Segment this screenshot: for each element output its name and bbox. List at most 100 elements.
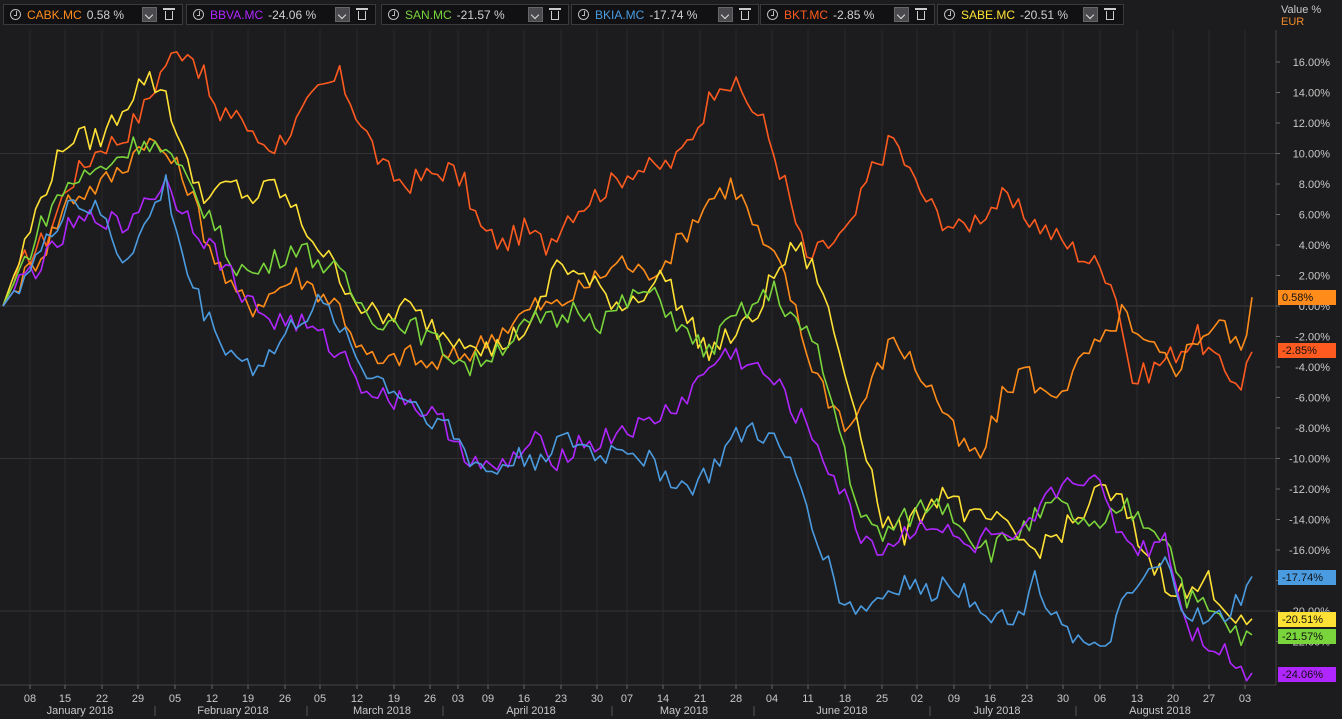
chevron-down-icon[interactable]	[718, 7, 733, 22]
y-tick-label: 6.00%	[1299, 210, 1330, 222]
x-tick-label: 18	[839, 693, 851, 705]
y-tick-label: 8.00%	[1299, 179, 1330, 191]
last-value-label: -20.51%	[1282, 614, 1323, 626]
trash-icon[interactable]	[915, 7, 928, 22]
x-tick-label: 22	[96, 693, 108, 705]
y-tick-label: -10.00%	[1289, 454, 1330, 466]
x-tick-label: 21	[694, 693, 706, 705]
clock-icon	[388, 9, 399, 20]
chevron-down-icon[interactable]	[142, 7, 157, 22]
y-tick-label: -14.00%	[1289, 515, 1330, 527]
clock-icon	[767, 9, 778, 20]
trash-icon[interactable]	[549, 7, 562, 22]
x-tick-label: 26	[424, 693, 436, 705]
series-line-san-mc	[2, 136, 1253, 647]
series-chip-bkia-mc[interactable]: BKIA.MC -17.74 %	[571, 4, 759, 25]
y-tick-label: 10.00%	[1293, 149, 1331, 161]
x-tick-label: 05	[169, 693, 181, 705]
series-chip-san-mc[interactable]: SAN.MC -21.57 %	[381, 4, 569, 25]
x-tick-label: 14	[657, 693, 669, 705]
series-ticker: CABK.MC	[27, 7, 82, 22]
chevron-down-icon[interactable]	[335, 7, 350, 22]
axis-unit-currency: EUR	[1281, 16, 1305, 28]
series-toolbar: CABK.MC 0.58 % BBVA.MC -24.06 % SAN.MC -21.57…	[0, 0, 1342, 30]
month-label: July 2018	[973, 705, 1020, 717]
trash-icon[interactable]	[1104, 7, 1117, 22]
x-tick-label: 27	[1203, 693, 1215, 705]
last-value-tag	[1278, 612, 1336, 627]
x-tick-label: 16	[984, 693, 996, 705]
y-tick-label: 14.00%	[1293, 88, 1331, 100]
clock-icon	[193, 9, 204, 20]
x-tick-label: 08	[24, 693, 36, 705]
y-tick-label: -8.00%	[1295, 423, 1330, 435]
x-tick-label: 04	[766, 693, 778, 705]
x-tick-label: 29	[132, 693, 144, 705]
month-label: February 2018	[197, 705, 269, 717]
x-tick-label: 26	[279, 693, 291, 705]
x-tick-label: 13	[1131, 693, 1143, 705]
chevron-down-icon[interactable]	[894, 7, 909, 22]
series-change: 0.58 %	[86, 7, 125, 22]
trash-icon[interactable]	[739, 7, 752, 22]
x-tick-label: 12	[206, 693, 218, 705]
x-tick-label: 30	[591, 693, 603, 705]
y-tick-label: 2.00%	[1299, 271, 1330, 283]
x-tick-label: 06	[1094, 693, 1106, 705]
x-tick-label: 07	[621, 693, 633, 705]
axis-unit-value: Value %	[1281, 4, 1322, 16]
trash-icon[interactable]	[163, 7, 176, 22]
y-tick-label: 12.00%	[1293, 118, 1331, 130]
series-chip-bbva-mc[interactable]: BBVA.MC -24.06 %	[186, 4, 376, 25]
x-tick-label: 09	[482, 693, 494, 705]
x-tick-label: 03	[452, 693, 464, 705]
y-tick-label: -6.00%	[1295, 393, 1330, 405]
month-label: April 2018	[506, 705, 556, 717]
chevron-down-icon[interactable]	[1083, 7, 1098, 22]
month-label: August 2018	[1129, 705, 1191, 717]
x-tick-label: 20	[1167, 693, 1179, 705]
last-value-label: -24.06%	[1282, 669, 1323, 681]
series-change: -2.85 %	[833, 7, 875, 22]
axis-unit-label: Value % EUR	[1281, 4, 1321, 28]
series-chip-cabk-mc[interactable]: CABK.MC 0.58 %	[3, 4, 183, 25]
y-tick-label: 16.00%	[1293, 57, 1331, 69]
x-tick-label: 19	[388, 693, 400, 705]
series-chip-bkt-mc[interactable]: BKT.MC -2.85 %	[760, 4, 935, 25]
last-value-label: -21.57%	[1282, 631, 1323, 643]
plot-area	[0, 30, 1276, 685]
x-tick-label: 02	[911, 693, 923, 705]
last-value-tag	[1278, 290, 1336, 305]
trash-icon[interactable]	[356, 7, 369, 22]
x-tick-label: 09	[948, 693, 960, 705]
y-tick-label: -16.00%	[1289, 545, 1330, 557]
series-line-cabk-mc	[2, 137, 1253, 459]
month-label: March 2018	[353, 705, 411, 717]
x-tick-label: 25	[876, 693, 888, 705]
clock-icon	[578, 9, 589, 20]
series-line-bkt-mc	[2, 51, 1253, 391]
series-line-bkia-mc	[2, 174, 1253, 647]
month-label: January 2018	[47, 705, 114, 717]
x-tick-label: 05	[314, 693, 326, 705]
last-value-label: 0.58%	[1282, 292, 1313, 304]
y-tick-label: -4.00%	[1295, 362, 1330, 374]
last-value-tag	[1278, 570, 1336, 585]
last-value-tag	[1278, 343, 1336, 358]
month-label: May 2018	[660, 705, 708, 717]
series-ticker: BKIA.MC	[595, 7, 645, 22]
y-tick-label: -2.00%	[1295, 332, 1330, 344]
month-label: June 2018	[816, 705, 867, 717]
x-tick-label: 16	[518, 693, 530, 705]
series-change: -21.57 %	[456, 7, 505, 22]
chevron-down-icon[interactable]	[528, 7, 543, 22]
x-tick-label: 03	[1239, 693, 1251, 705]
x-tick-label: 12	[351, 693, 363, 705]
last-value-tag	[1278, 629, 1336, 644]
last-value-tag	[1278, 667, 1336, 682]
series-chip-sabe-mc[interactable]: SABE.MC -20.51 %	[937, 4, 1124, 25]
series-change: -17.74 %	[649, 7, 698, 22]
x-tick-label: 30	[1057, 693, 1069, 705]
x-tick-label: 23	[1021, 693, 1033, 705]
